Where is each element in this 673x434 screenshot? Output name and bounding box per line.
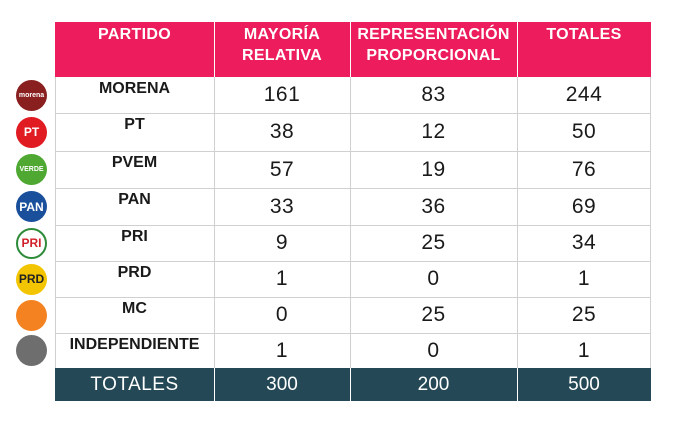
party-name: PRI [121, 228, 148, 245]
party-name: PRD [117, 264, 152, 281]
pvem-logo-icon: VERDE [16, 154, 47, 185]
value-rp: 83 [421, 83, 446, 106]
value-rp: 25 [421, 303, 446, 326]
totals-label: TOTALES [55, 368, 214, 401]
party-name: PVEM [111, 154, 158, 171]
header-divider [350, 22, 351, 77]
header-cell-2: REPRESENTACIÓN PROPORCIONAL [350, 22, 517, 77]
morena-logo-icon: morena [16, 79, 47, 111]
value-mayoria: 1 [275, 338, 289, 362]
grid-hline [55, 333, 651, 334]
header-divider [214, 22, 215, 77]
mc-logo-icon [16, 299, 47, 331]
grid-hline [55, 188, 651, 189]
grid-vline [214, 77, 215, 368]
party-name: INDEPENDIENTE [69, 336, 200, 353]
header-cell-0: PARTIDO [55, 22, 214, 77]
party-name: PAN [118, 191, 151, 208]
value-total: 1 [577, 338, 591, 362]
value-mayoria: 1 [275, 267, 289, 290]
value-total: 244 [565, 83, 603, 106]
header-cell-3: TOTALES [517, 22, 651, 77]
grid-hline [55, 225, 651, 226]
party-name: MORENA [98, 80, 171, 97]
value-rp: 19 [421, 157, 446, 181]
totals-rp: 200 [350, 368, 517, 401]
value-total: 1 [577, 267, 591, 290]
grid-hline [55, 261, 651, 262]
grid-hline [55, 297, 651, 298]
independiente-logo-icon [16, 335, 47, 366]
value-total: 50 [571, 120, 597, 143]
pan-logo-icon: PAN [16, 191, 47, 222]
party-name: MC [122, 300, 147, 317]
value-rp: 0 [427, 267, 440, 290]
grid-vline [350, 77, 351, 368]
value-mayoria: 38 [269, 120, 295, 143]
pt-logo-icon: PT [16, 116, 47, 148]
header-cell-1: MAYORÍA RELATIVA [214, 22, 350, 77]
prd-logo-icon: PRD [16, 263, 47, 295]
totals-divider [350, 368, 351, 401]
value-rp: 36 [421, 194, 446, 218]
value-mayoria: 9 [275, 231, 289, 254]
totals-total: 500 [517, 368, 651, 401]
value-rp: 12 [421, 120, 446, 143]
totals-divider [214, 368, 215, 401]
value-mayoria: 161 [263, 83, 301, 106]
value-total: 34 [571, 231, 597, 254]
value-mayoria: 0 [275, 303, 289, 326]
grid-vline [55, 77, 56, 368]
header-divider [517, 22, 518, 77]
value-total: 76 [571, 157, 597, 181]
value-rp: 0 [427, 338, 440, 362]
value-mayoria: 57 [269, 157, 295, 181]
value-total: 69 [571, 194, 597, 218]
value-total: 25 [571, 303, 597, 326]
totals-mayoria: 300 [214, 368, 350, 401]
grid-vline [650, 77, 651, 368]
party-name: PT [124, 116, 145, 133]
pri-logo-icon: PRI [16, 227, 47, 259]
grid-hline [55, 151, 651, 152]
totals-divider [517, 368, 518, 401]
value-mayoria: 33 [269, 194, 295, 218]
value-rp: 25 [421, 231, 446, 254]
grid-vline [517, 77, 518, 368]
grid-hline [55, 113, 651, 114]
